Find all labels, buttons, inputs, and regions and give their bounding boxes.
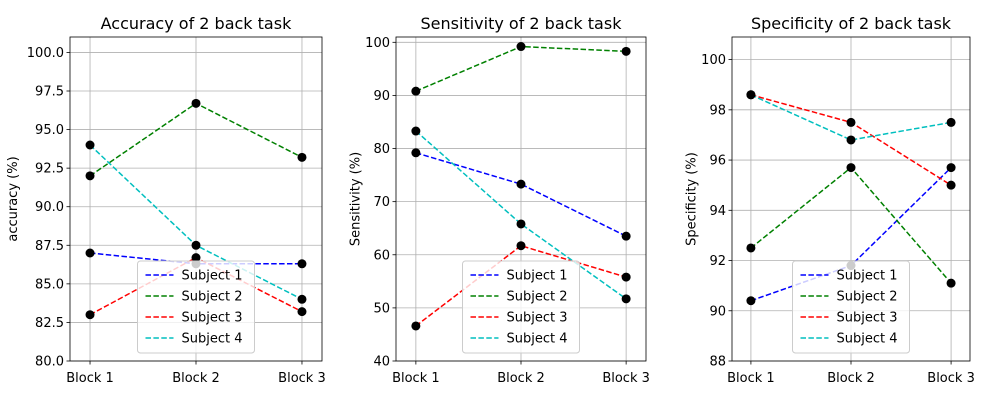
y-tick-label: 94 [709, 204, 726, 219]
y-tick-label: 80 [373, 142, 390, 157]
x-tick-label: Block 1 [727, 371, 775, 386]
series-line-4 [415, 130, 627, 300]
data-point [746, 90, 756, 100]
data-point [946, 278, 956, 288]
y-tick-label: 82.5 [35, 316, 64, 331]
data-point [85, 171, 95, 181]
y-tick-label: 50 [373, 301, 390, 316]
y-tick-label: 98 [709, 103, 726, 118]
legend-box [792, 260, 910, 354]
data-point [516, 179, 526, 189]
x-tick-label: Block 2 [497, 371, 545, 386]
y-tick-label: 92.5 [35, 162, 64, 177]
chart-panel-3: 88 90 92 94 96 98 100 Block 1 Block 2 Block 3 Spec… [684, 14, 974, 386]
y-tick-label: 90 [373, 89, 390, 104]
legend-box [462, 260, 580, 354]
data-point [85, 140, 95, 150]
y-tick-label: 80.0 [35, 355, 64, 370]
data-point [621, 231, 631, 241]
data-point [746, 296, 756, 306]
y-tick-label: 60 [373, 248, 390, 263]
legend-label: Subject 3 [837, 311, 898, 326]
x-tick-label: Block 2 [172, 371, 220, 386]
x-tick-label: Block 1 [66, 371, 114, 386]
series-line-4 [750, 94, 952, 141]
legend-label: Subject 3 [182, 311, 243, 326]
y-tick-label: 90 [709, 304, 726, 319]
y-tick-label: 96 [709, 154, 726, 169]
legend-label: Subject 4 [182, 332, 243, 347]
y-tick-label: 95.0 [35, 123, 64, 138]
y-tick-label: 100.0 [27, 46, 64, 61]
series-line-3 [415, 244, 627, 327]
legend-label: Subject 4 [507, 332, 568, 347]
data-point [946, 117, 956, 127]
y-tick-label: 88 [709, 355, 726, 370]
x-tick-label: Block 3 [278, 371, 326, 386]
y-tick-label: 92 [709, 254, 726, 269]
y-axis-label: Specificity (%) [684, 152, 699, 246]
y-tick-label: 90.0 [35, 200, 64, 215]
data-point [85, 310, 95, 320]
data-point [191, 98, 201, 108]
data-point [411, 126, 421, 136]
chart-title: Specificity of 2 back task [751, 14, 952, 33]
x-tick-label: Block 1 [392, 371, 440, 386]
legend-label: Subject 3 [507, 311, 568, 326]
series-line-1 [415, 152, 627, 237]
data-point [516, 42, 526, 52]
data-point [746, 243, 756, 253]
legend-label: Subject 2 [837, 290, 898, 305]
y-tick-label: 100 [365, 36, 390, 51]
x-tick-label: Block 3 [602, 371, 650, 386]
legend-label: Subject 2 [507, 290, 568, 305]
legend-box [137, 260, 255, 354]
legend: Subject 1 Subject 2 Subject 3 Subject 4 [137, 260, 255, 354]
data-point [846, 117, 856, 127]
data-point [191, 253, 201, 263]
data-point [946, 163, 956, 173]
y-tick-label: 87.5 [35, 239, 64, 254]
chart-title: Sensitivity of 2 back task [421, 14, 623, 33]
legend-label: Subject 4 [837, 332, 898, 347]
y-tick-label: 85.0 [35, 277, 64, 292]
data-point [297, 307, 307, 317]
data-point [621, 294, 631, 304]
y-axis-label: Sensitivity (%) [348, 152, 363, 246]
legend: Subject 1 Subject 2 Subject 3 Subject 4 [462, 260, 580, 354]
legend-label: Subject 2 [182, 290, 243, 305]
data-point [191, 240, 201, 250]
y-tick-label: 40 [373, 355, 390, 370]
data-point [846, 163, 856, 173]
data-point [297, 152, 307, 162]
y-tick-label: 97.5 [35, 85, 64, 100]
legend-label: Subject 1 [182, 269, 243, 284]
x-tick-label: Block 2 [827, 371, 875, 386]
data-point [411, 148, 421, 158]
data-point [846, 135, 856, 145]
data-point [516, 219, 526, 229]
data-point [85, 248, 95, 258]
y-tick-label: 70 [373, 195, 390, 210]
legend-label: Subject 1 [507, 269, 568, 284]
data-point [946, 180, 956, 190]
data-point [516, 241, 526, 251]
legend-label: Subject 1 [837, 269, 898, 284]
y-axis-label: accuracy (%) [6, 156, 21, 241]
legend: Subject 1 Subject 2 Subject 3 Subject 4 [792, 260, 910, 354]
data-point [297, 294, 307, 304]
data-point [411, 321, 421, 331]
y-tick-label: 100 [701, 53, 726, 68]
data-point [297, 259, 307, 269]
data-point [621, 272, 631, 282]
data-point [621, 46, 631, 56]
chart-panel-1: 80.0 82.5 85.0 87.5 90.0 92.5 95.0 97.5 100.0 Blo… [6, 14, 326, 386]
x-tick-label: Block 3 [927, 371, 975, 386]
chart-title: Accuracy of 2 back task [101, 14, 292, 33]
data-point [411, 86, 421, 96]
chart-panel-2: 40 50 60 70 80 90 100 Block 1 Block 2 Block 3 Sens… [348, 14, 650, 386]
